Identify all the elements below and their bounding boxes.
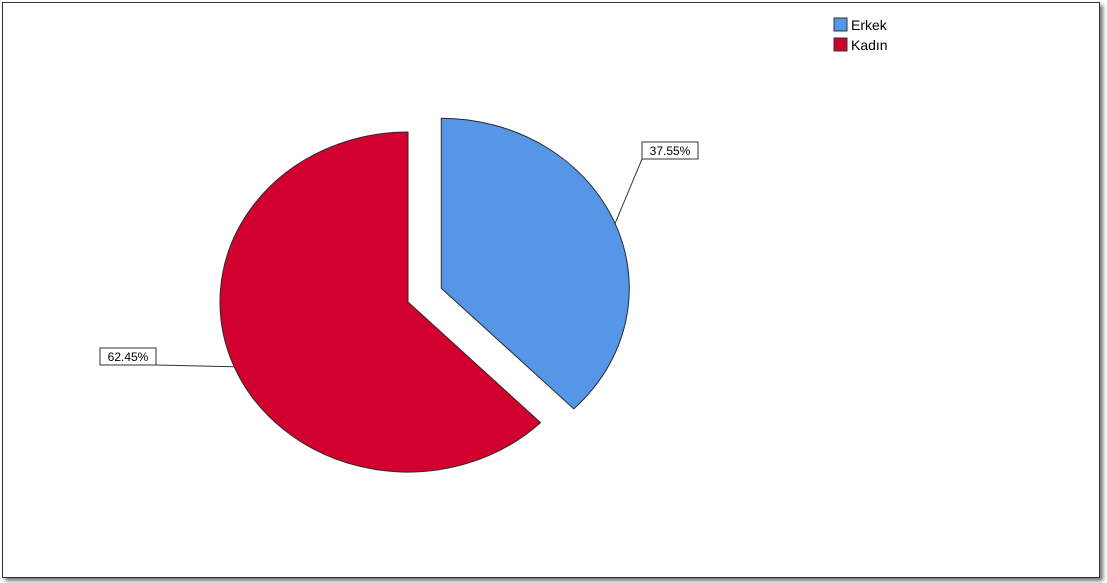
- label-leader-lines: [155, 158, 643, 368]
- slice-label-box-1: [99, 347, 157, 366]
- slice-label-box-0: [641, 141, 699, 160]
- pie-slices: [219, 117, 630, 473]
- slice-labels: 37.55% 62.45%: [99, 141, 699, 366]
- pie-slice-kadn: [219, 131, 542, 473]
- slice-label-0: 37.55%: [650, 144, 691, 158]
- legend-swatch-kadin: [833, 37, 848, 52]
- pie-slice-erkek: [440, 117, 630, 410]
- legend: Erkek Kadın: [833, 17, 888, 53]
- leader-line-0: [614, 158, 643, 224]
- legend-label-erkek: Erkek: [851, 17, 888, 33]
- slice-label-1: 62.45%: [108, 350, 149, 364]
- legend-swatch-erkek: [833, 17, 848, 32]
- legend-label-kadin: Kadın: [851, 37, 888, 53]
- leader-line-1: [155, 364, 235, 368]
